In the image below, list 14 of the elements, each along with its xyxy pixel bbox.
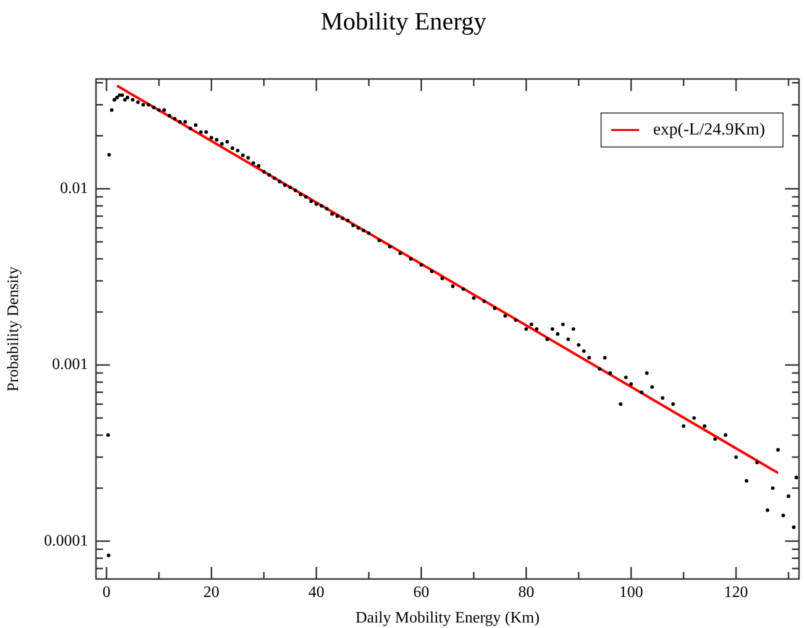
x-axis-title: Daily Mobility Energy (Km): [355, 610, 540, 627]
x-tick-label: 20: [203, 584, 220, 601]
y-tick-label: 0.001: [52, 356, 88, 374]
x-tick-label: 0: [102, 584, 110, 601]
x-tick-label: 80: [518, 584, 534, 601]
chart-title: Mobility Energy: [320, 8, 487, 36]
legend-label: exp(-L/24.9Km): [653, 119, 766, 138]
x-tick-label: 120: [724, 584, 748, 601]
y-axis-title: Probability Density: [4, 266, 22, 392]
x-tick-label: 100: [619, 584, 644, 601]
y-tick-label: 0.0001: [44, 532, 88, 550]
y-tick-label: 0.01: [60, 180, 88, 198]
x-tick-label: 40: [308, 584, 324, 601]
x-tick-label: 60: [413, 584, 430, 601]
